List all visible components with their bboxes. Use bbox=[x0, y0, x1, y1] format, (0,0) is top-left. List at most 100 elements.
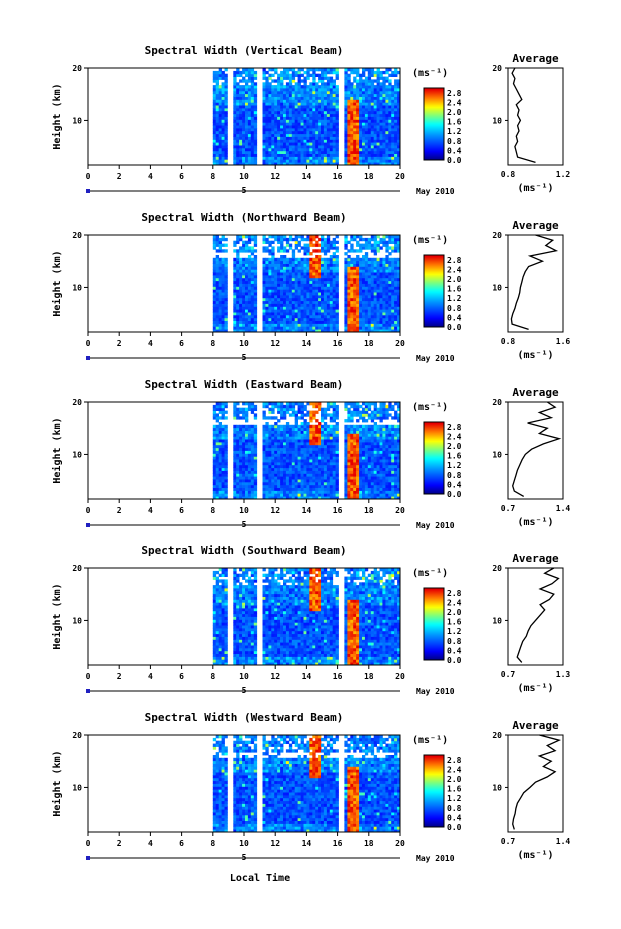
heatmap-cell bbox=[379, 246, 383, 250]
heatmap-cell bbox=[329, 133, 334, 137]
heatmap-cell bbox=[353, 142, 357, 146]
heatmap-cell bbox=[347, 73, 351, 77]
heatmap-cell bbox=[309, 139, 313, 143]
heatmap-cell bbox=[312, 410, 316, 414]
heatmap-cell bbox=[344, 159, 348, 163]
heatmap-cell bbox=[294, 309, 298, 313]
heatmap-cell bbox=[218, 404, 222, 409]
heatmap-cell bbox=[303, 162, 307, 166]
heatmap-cell bbox=[233, 439, 237, 443]
heatmap-cell bbox=[280, 459, 284, 463]
heatmap-cell bbox=[323, 487, 328, 491]
heatmap-cell bbox=[271, 292, 275, 296]
heatmap-cell bbox=[274, 456, 278, 460]
heatmap-cell bbox=[250, 107, 255, 112]
heatmap-cell bbox=[379, 272, 383, 276]
heatmap-cell bbox=[367, 272, 372, 276]
heatmap-cell bbox=[315, 88, 319, 92]
heatmap-cell bbox=[245, 113, 249, 117]
heatmap-cell bbox=[388, 246, 392, 250]
heatmap-cell bbox=[318, 286, 322, 290]
heatmap-cell bbox=[394, 266, 398, 270]
heatmap-cell bbox=[242, 459, 246, 463]
heatmap-cell bbox=[221, 453, 225, 457]
heatmap-cell bbox=[280, 476, 284, 480]
heatmap-cell bbox=[315, 119, 319, 123]
heatmap-cell bbox=[350, 96, 354, 100]
heatmap-cell bbox=[315, 122, 319, 126]
heatmap-cell bbox=[300, 93, 304, 97]
heatmap-cell bbox=[265, 320, 269, 324]
heatmap-cell bbox=[312, 136, 316, 140]
heatmap-cell bbox=[312, 314, 316, 319]
heatmap-cell bbox=[385, 139, 389, 143]
heatmap-cell bbox=[359, 260, 363, 264]
heatmap-cell bbox=[268, 150, 272, 154]
heatmap-cell bbox=[300, 280, 304, 284]
heatmap-cell bbox=[309, 145, 313, 149]
heatmap-cell bbox=[291, 266, 296, 270]
heatmap-cell bbox=[242, 260, 246, 264]
heatmap-cell bbox=[347, 280, 351, 284]
heatmap-cell bbox=[318, 249, 322, 253]
heatmap-cell bbox=[347, 153, 351, 157]
heatmap-cell bbox=[309, 297, 313, 302]
heatmap-cell bbox=[306, 439, 310, 443]
heatmap-cell bbox=[370, 306, 375, 310]
heatmap-cell bbox=[271, 484, 275, 488]
heatmap-cell bbox=[323, 441, 328, 446]
colorbar-frame bbox=[423, 254, 445, 328]
heatmap-cell bbox=[356, 136, 360, 140]
heatmap-cell bbox=[321, 416, 325, 420]
heatmap-cell bbox=[268, 476, 272, 480]
heatmap-cell bbox=[353, 294, 357, 299]
heatmap-cell bbox=[265, 79, 269, 83]
heatmap-cell bbox=[224, 464, 228, 469]
heatmap-cell bbox=[242, 461, 246, 466]
heatmap-cell bbox=[277, 269, 281, 273]
heatmap-cell bbox=[277, 444, 281, 449]
heatmap-cell bbox=[271, 317, 275, 321]
heatmap-cell bbox=[306, 283, 310, 287]
heatmap-cell bbox=[370, 280, 375, 284]
heatmap-cell bbox=[344, 139, 348, 143]
average-x-label: (ms⁻¹) bbox=[517, 350, 553, 361]
heatmap-cell bbox=[218, 88, 222, 92]
heatmap-cell bbox=[262, 404, 266, 409]
heatmap-cell bbox=[347, 300, 351, 304]
heatmap-cell bbox=[350, 269, 354, 273]
heatmap-cell bbox=[221, 481, 225, 486]
heatmap-cell bbox=[391, 70, 395, 75]
heatmap-cell bbox=[318, 447, 322, 451]
heatmap-cell bbox=[283, 125, 287, 129]
heatmap-cell bbox=[218, 90, 222, 95]
heatmap-cell bbox=[274, 422, 278, 426]
colorbar-segment bbox=[424, 110, 444, 113]
heatmap-cell bbox=[288, 93, 293, 97]
heatmap-cell bbox=[391, 266, 395, 270]
heatmap-cell bbox=[277, 289, 281, 293]
heatmap-cell bbox=[242, 99, 246, 103]
heatmap-cell bbox=[326, 274, 331, 279]
heatmap-cell bbox=[356, 79, 360, 83]
heatmap-cell bbox=[362, 289, 366, 293]
heatmap-cell bbox=[277, 96, 281, 100]
heatmap-cell bbox=[274, 433, 278, 437]
heatmap-cell bbox=[300, 496, 304, 500]
heatmap-cell bbox=[233, 116, 237, 120]
heatmap-cell bbox=[347, 127, 351, 132]
heatmap-cell bbox=[265, 246, 269, 250]
heatmap-cell bbox=[326, 441, 331, 446]
heatmap-cell bbox=[268, 470, 272, 474]
heatmap-cell bbox=[245, 136, 249, 140]
heatmap-cell bbox=[379, 110, 383, 115]
heatmap-cell bbox=[268, 303, 272, 307]
heatmap-cell bbox=[294, 136, 298, 140]
heatmap-cell bbox=[350, 312, 354, 316]
heatmap-cell bbox=[268, 272, 272, 276]
colorbar-segment bbox=[424, 297, 444, 300]
heatmap-cell bbox=[285, 70, 290, 75]
heatmap-cell bbox=[262, 122, 266, 126]
heatmap-cell bbox=[297, 277, 301, 282]
heatmap-cell bbox=[332, 70, 336, 75]
